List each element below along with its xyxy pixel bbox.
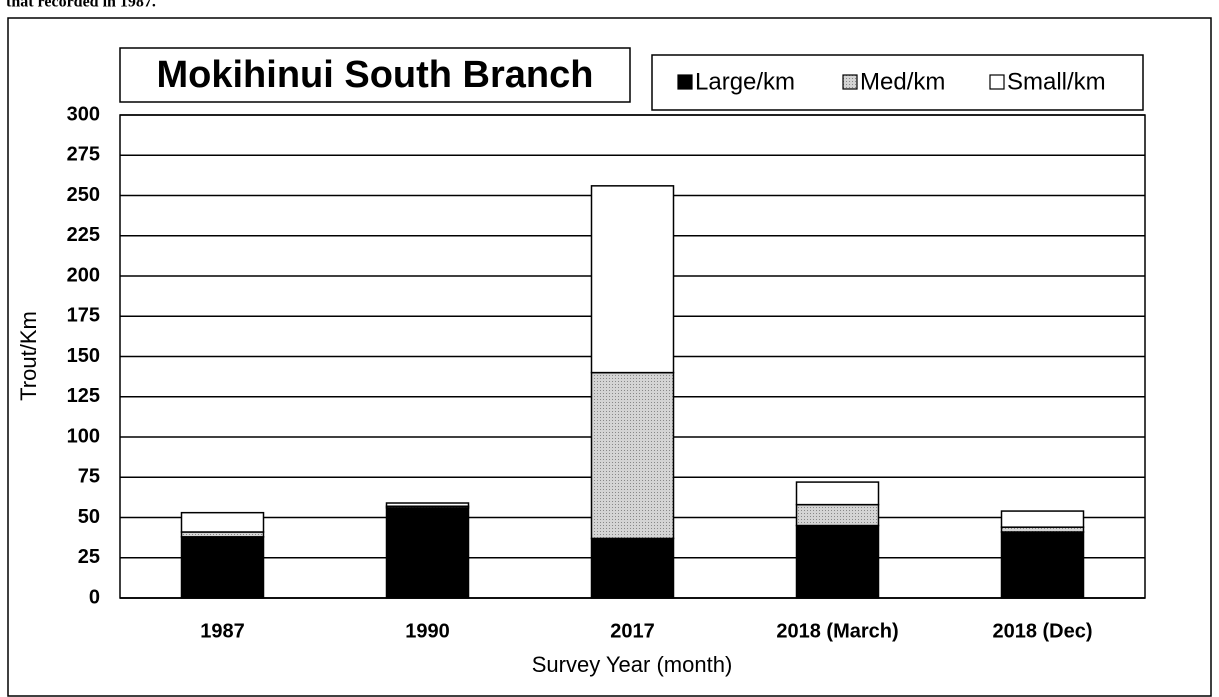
legend-swatch [989, 74, 1005, 90]
y-tick-label: 275 [67, 144, 100, 166]
bar-segment [590, 371, 675, 540]
chart-title: Mokihinui South Branch [157, 54, 594, 96]
x-tick-label: 2017 [610, 620, 655, 642]
x-tick-label: 2018 (March) [776, 620, 898, 642]
bar-segment [385, 507, 470, 599]
y-tick-label: 200 [67, 264, 100, 286]
y-tick-label: 25 [78, 546, 100, 568]
x-tick-label: 1987 [200, 620, 245, 642]
bar-segment [795, 503, 880, 527]
bar-segment [180, 536, 265, 599]
y-axis-title: Trout/Km [16, 311, 41, 401]
bar-segment [590, 185, 675, 374]
legend-swatch [677, 74, 693, 90]
legend-label: Large/km [695, 68, 795, 95]
chart-frame [7, 17, 1212, 697]
y-tick-label: 300 [67, 103, 100, 125]
bar-segment [795, 524, 880, 599]
y-tick-label: 175 [67, 305, 100, 327]
legend-box [651, 54, 1144, 111]
x-axis-title: Survey Year (month) [532, 652, 733, 677]
y-tick-label: 250 [67, 184, 100, 206]
legend-label: Med/km [860, 68, 945, 95]
caption: that recorded in 1987. [6, 0, 156, 11]
y-tick-label: 0 [89, 586, 100, 608]
legend-label: Small/km [1007, 68, 1106, 95]
bar-segment [385, 502, 470, 507]
bar-segment [180, 511, 265, 533]
y-tick-label: 50 [78, 506, 100, 528]
y-tick-label: 100 [67, 425, 100, 447]
x-tick-label: 1990 [405, 620, 450, 642]
y-tick-label: 150 [67, 345, 100, 367]
bar-segment [1000, 531, 1085, 599]
title-box [119, 47, 631, 103]
y-tick-label: 225 [67, 224, 100, 246]
y-tick-label: 125 [67, 385, 100, 407]
bar-segment [1000, 510, 1085, 528]
y-tick-label: 75 [78, 466, 100, 488]
legend-swatch [842, 74, 858, 90]
x-tick-label: 2018 (Dec) [992, 620, 1092, 642]
bar-segment [795, 481, 880, 506]
bar-segment [590, 537, 675, 599]
